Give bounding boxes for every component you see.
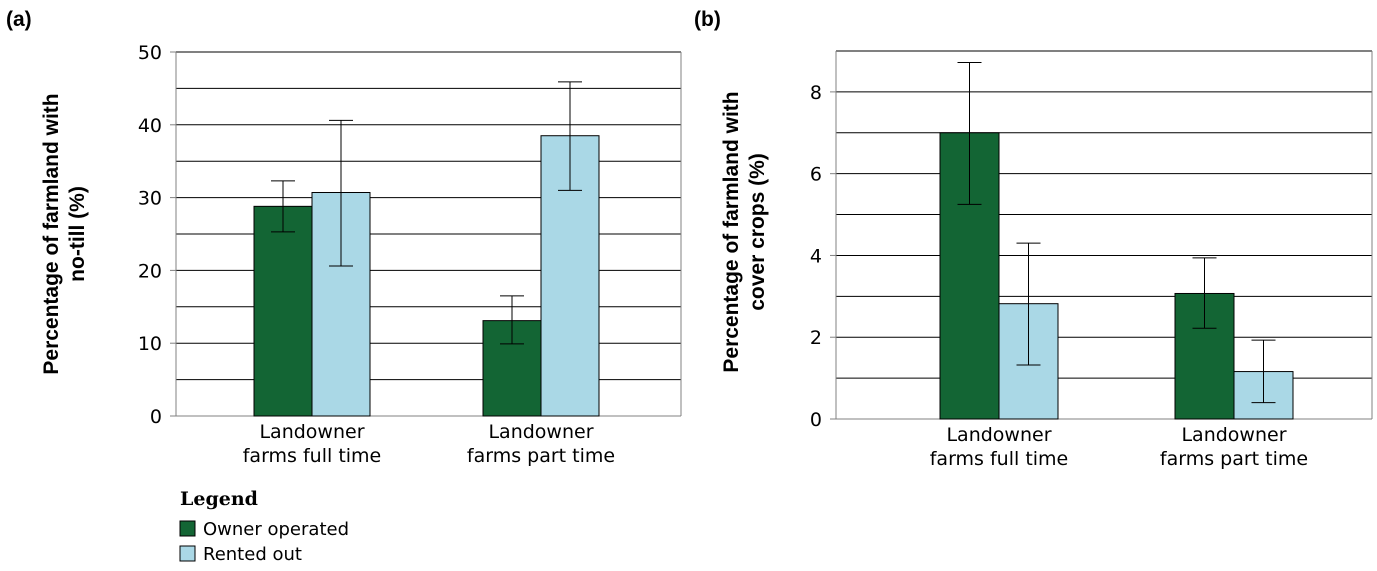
legend-title: Legend [180, 488, 258, 510]
y-tick-label: 0 [150, 406, 162, 428]
category-label: Landowner farms full time [930, 424, 1069, 470]
category-label-line: farms full time [243, 445, 382, 467]
y-tick-label: 40 [138, 115, 162, 137]
category-label-line: Landowner [1181, 424, 1286, 446]
y-axis-title-line: Percentage of farmland with [720, 91, 743, 372]
legend-swatch-rented-out [179, 545, 196, 562]
category-label-line: farms full time [930, 448, 1069, 470]
legend: Legend Owner operated Rented out [179, 488, 349, 565]
y-tick-label: 0 [810, 409, 822, 431]
legend-swatch-owner-operated [179, 520, 196, 537]
y-axis-title-line: cover crops (%) [746, 153, 769, 311]
chart-panel-b: 0 2 4 6 8 Percentage of farmland with cover cr… [720, 50, 1373, 470]
category-label-line: Landowner [488, 421, 593, 443]
y-tick-label: 2 [810, 327, 822, 349]
panel-label-a: (a) [6, 8, 32, 31]
y-tick-label: 30 [138, 188, 162, 210]
panel-label-b: (b) [694, 8, 721, 31]
y-tick-label: 8 [810, 82, 822, 104]
category-label-line: Landowner [946, 424, 1051, 446]
bar-owner-operated [253, 205, 313, 417]
y-axis-title: Percentage of farmland with cover crops (… [720, 91, 769, 372]
category-label-line: Landowner [259, 421, 364, 443]
category-label: Landowner farms part time [1160, 424, 1308, 470]
y-tick-label: 10 [138, 333, 162, 355]
category-label-line: farms part time [467, 445, 615, 467]
category-label-line: farms part time [1160, 448, 1308, 470]
y-tick-label: 6 [810, 164, 822, 186]
y-tick-label: 4 [810, 245, 822, 267]
category-label: Landowner farms part time [467, 421, 615, 467]
y-axis-title-line: Percentage of farmland with [40, 93, 63, 374]
y-tick-label: 50 [138, 42, 162, 64]
y-tick-label: 20 [138, 260, 162, 282]
legend-label-owner-operated: Owner operated [203, 519, 349, 540]
legend-label-rented-out: Rented out [203, 544, 302, 565]
y-axis-title-line: no-till (%) [66, 186, 89, 282]
category-label: Landowner farms full time [243, 421, 382, 467]
y-axis-title: Percentage of farmland with no-till (%) [40, 93, 89, 374]
chart-panel-a: 0 10 20 30 40 50 Percentage of farmland with no… [40, 42, 682, 467]
